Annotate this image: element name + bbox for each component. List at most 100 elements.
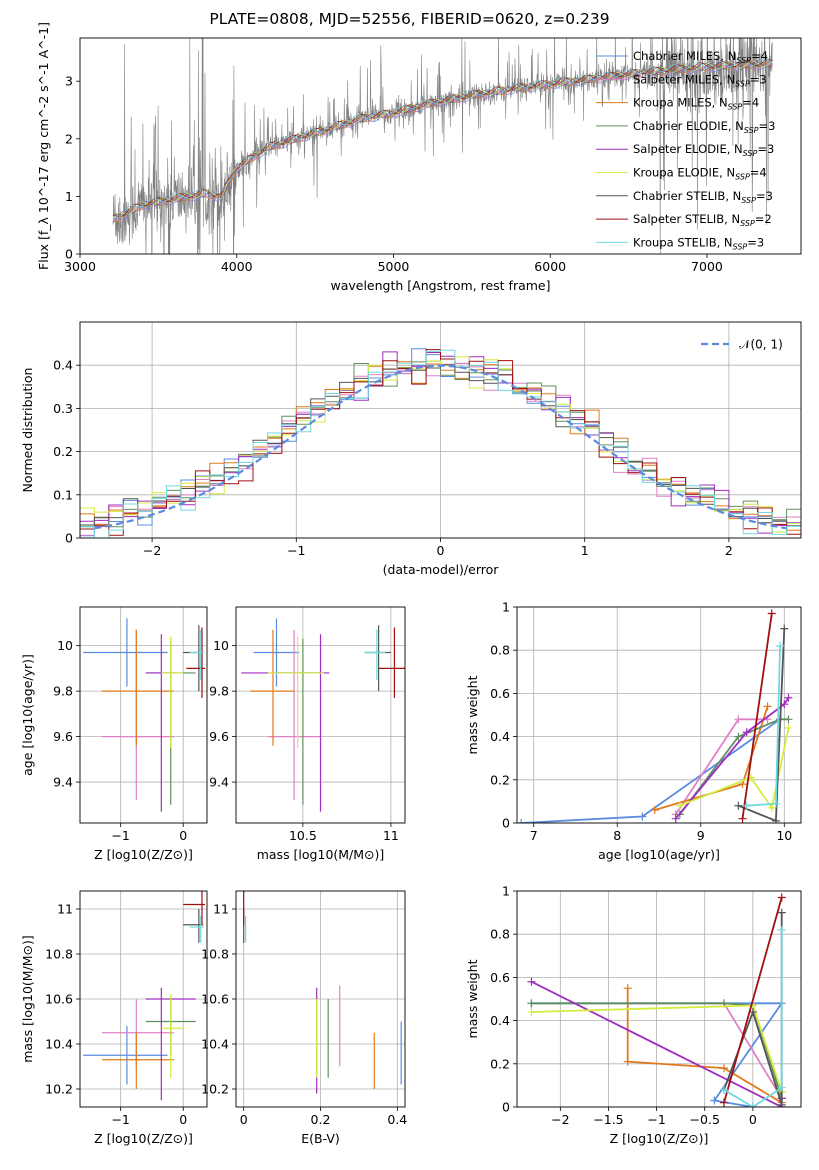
legend-entry-1: Salpeter MILES, NSSP=3 (633, 72, 767, 88)
weight-marker-8 (776, 641, 785, 650)
axes-frame (516, 606, 802, 824)
x-axis-label: mass [log10(M/M⊙)] (257, 847, 385, 862)
x-tick-label: 1 (581, 543, 589, 558)
x-tick-label: −1 (647, 1112, 665, 1127)
y-tick-label: 0.3 (53, 401, 73, 416)
x-tick-label: 4000 (221, 259, 253, 274)
y-tick-label: 10.4 (45, 1037, 73, 1052)
model-spectrum-6 (112, 59, 773, 217)
axes-frame (235, 890, 406, 1108)
x-tick-label: 7000 (691, 259, 723, 274)
weight-marker-6 (771, 816, 780, 823)
residual-hist-5 (80, 356, 801, 533)
weight-line-7 (723, 897, 783, 1103)
x-tick-label: 0 (437, 543, 445, 558)
y-axis-label: Flux [f_λ 10^-17 erg cm^-2 s^-1 A^-1] (36, 22, 51, 270)
y-tick-label: 2 (65, 131, 73, 146)
y-tick-label: 0.1 (53, 487, 73, 502)
weight-line-5 (679, 727, 790, 811)
y-axis-label: mass weight (465, 675, 480, 754)
weight-marker-2 (763, 702, 772, 711)
x-axis-label: age [log10(age/yr)] (598, 847, 720, 862)
weight-marker-3 (734, 732, 743, 741)
model-spectrum-5 (112, 61, 773, 219)
x-tick-label: −1 (111, 1112, 129, 1127)
residual-hist-8 (80, 349, 801, 538)
y-tick-label: 0.8 (490, 927, 510, 942)
y-tick-label: 10.6 (45, 992, 73, 1007)
weight-marker-8 (742, 801, 751, 810)
y-tick-label: 0.8 (490, 643, 510, 658)
legend-entry-0: Chabrier MILES, NSSP=4 (633, 49, 768, 65)
weight-line-3 (679, 718, 789, 815)
weight-marker-7 (767, 609, 776, 618)
y-tick-label: 9.8 (53, 684, 73, 699)
weight-marker-1 (734, 715, 743, 724)
plot-area (243, 891, 402, 1094)
y-tick-label: 10.6 (201, 992, 229, 1007)
weight-line-3 (531, 1002, 783, 1099)
y-tick-label: 1 (502, 600, 510, 615)
axes-weight-Z: −2 −1.5 −1 −0.5 0 0 0.2 0.4 0.6 0.8 1 Z [log10(Z/Z⊙… (465, 884, 802, 1146)
plot-area (80, 348, 801, 538)
y-tick-label: 10.4 (201, 1037, 229, 1052)
plot-area (83, 891, 206, 1101)
x-tick-label: 2 (725, 543, 733, 558)
plot-area (241, 618, 405, 812)
y-tick-label: 0 (65, 247, 73, 262)
weight-marker-5 (767, 803, 776, 812)
axes-age-mass: 10.5 11 9.4 9.6 9.8 10 mass [log10(M/M⊙)] (209, 606, 406, 862)
weight-line-7 (741, 613, 773, 819)
x-axis-label: Z [log10(Z/Z⊙)] (94, 847, 193, 862)
x-axis-label: wavelength [Angstrom, rest frame] (330, 278, 550, 293)
x-axis-label: (data-model)/error (383, 562, 500, 577)
weight-marker-6 (734, 801, 743, 810)
x-tick-label: 5000 (378, 259, 410, 274)
x-tick-label: 9 (697, 828, 705, 843)
y-axis-label: age [log10(age/yr)] (20, 654, 35, 776)
weight-marker-2 (719, 1064, 728, 1073)
y-tick-label: 0.2 (490, 1056, 510, 1071)
legend-entry-2: Kroupa MILES, NSSP=4 (633, 96, 759, 112)
plot-area (112, 38, 773, 254)
weight-marker-5 (675, 801, 684, 810)
y-tick-label: 0.6 (490, 686, 510, 701)
y-tick-label: 10.8 (201, 947, 229, 962)
legend-entry-6: Chabrier STELIB, NSSP=3 (633, 189, 773, 205)
y-tick-label: 0.4 (490, 1013, 510, 1028)
y-tick-label: 0.4 (53, 358, 73, 373)
x-tick-label: 0.4 (387, 1112, 407, 1127)
weight-line-4 (675, 697, 790, 820)
y-tick-label: 10 (213, 638, 229, 653)
axes-frame (235, 606, 406, 824)
weight-marker-8 (748, 1103, 757, 1107)
axes-frame (79, 890, 208, 1108)
y-tick-label: 9.4 (53, 775, 73, 790)
plot-area (83, 618, 206, 812)
weight-line-8 (723, 929, 783, 1107)
x-tick-label: 3000 (64, 259, 96, 274)
weight-marker-2 (623, 1057, 632, 1066)
x-tick-label: 6000 (534, 259, 566, 274)
x-tick-label: 7 (530, 828, 538, 843)
y-tick-label: 1 (502, 884, 510, 899)
axes-frame (79, 321, 802, 539)
y-tick-label: 9.4 (209, 775, 229, 790)
x-tick-label: −2 (551, 1112, 569, 1127)
weight-marker-4 (742, 728, 751, 737)
y-axis-label: mass weight (465, 959, 480, 1038)
axes-mass-Z: −1 0 10.2 10.4 10.6 10.8 11 Z [log10(Z/Z⊙)] mass… (20, 890, 208, 1146)
y-tick-label: 3 (65, 74, 73, 89)
y-tick-label: 9.6 (209, 729, 229, 744)
weight-marker-7 (719, 1098, 728, 1107)
x-tick-label: −1 (111, 828, 129, 843)
x-tick-label: 0 (179, 828, 187, 843)
model-spectrum-4 (112, 61, 773, 223)
y-tick-label: 1 (65, 189, 73, 204)
y-tick-label: 10 (57, 638, 73, 653)
axes-weight-age: 7 8 9 10 0 0.2 0.4 0.6 0.8 1 age [log10(age/yr)] ma… (465, 600, 802, 862)
weight-marker-4 (527, 977, 536, 986)
x-tick-label: 10.5 (289, 828, 317, 843)
weight-marker-8 (719, 1085, 728, 1094)
